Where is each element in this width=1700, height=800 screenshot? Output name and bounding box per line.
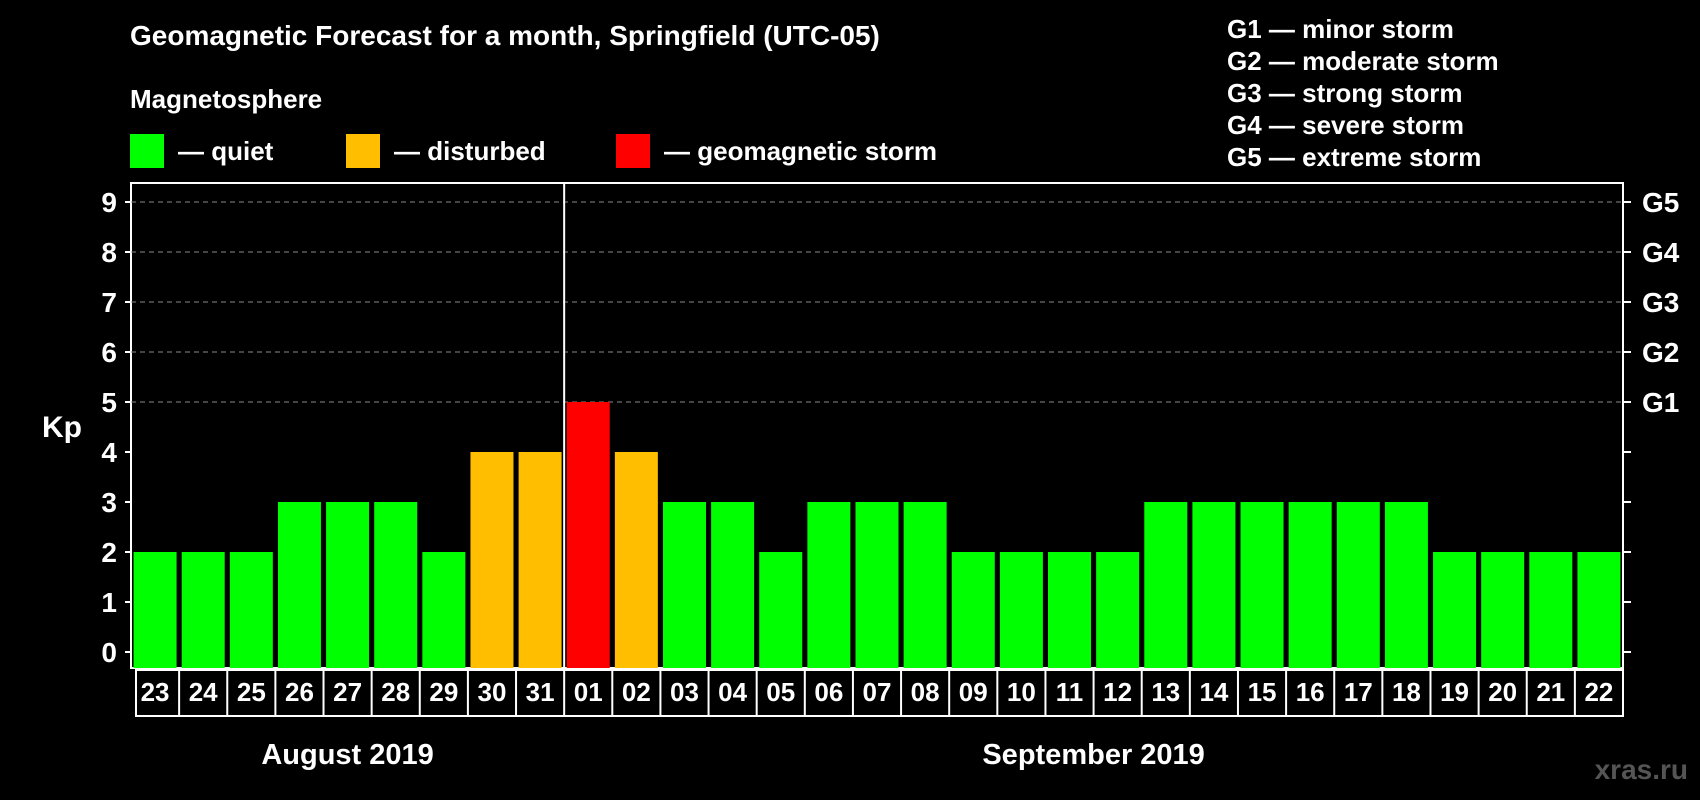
- date-row-frame: [135, 669, 1624, 717]
- bar: [951, 552, 995, 668]
- chart-title: Geomagnetic Forecast for a month, Spring…: [130, 20, 880, 51]
- bar: [566, 402, 610, 668]
- legend-storm: — geomagnetic storm: [616, 134, 937, 168]
- legend-storm-label: — geomagnetic storm: [664, 135, 938, 166]
- bar: [229, 552, 273, 668]
- legend-storm-swatch: [616, 134, 650, 168]
- date-label: 28: [381, 677, 410, 707]
- date-label: 24: [189, 677, 218, 707]
- bar: [518, 452, 562, 668]
- date-label: 02: [622, 677, 651, 707]
- date-label: 04: [718, 677, 747, 707]
- bar: [1384, 502, 1428, 668]
- g-axis-label: G3: [1642, 287, 1679, 318]
- storm-scale-g3: G3 — strong storm: [1227, 78, 1463, 108]
- bar: [1481, 552, 1525, 668]
- bar: [855, 502, 899, 668]
- bar: [807, 502, 851, 668]
- bar: [326, 502, 370, 668]
- date-label: 12: [1103, 677, 1132, 707]
- y-axis-title: Kp: [42, 411, 82, 444]
- legend-quiet-label: — quiet: [178, 135, 274, 166]
- date-label: 13: [1151, 677, 1180, 707]
- bar: [470, 452, 514, 668]
- date-label: 19: [1440, 677, 1469, 707]
- bar: [711, 502, 755, 668]
- bar: [903, 502, 947, 668]
- storm-scale-g2: G2 — moderate storm: [1227, 46, 1499, 76]
- y-tick-label: 7: [101, 287, 117, 318]
- y-tick-label: 0: [101, 637, 117, 668]
- bar: [1336, 502, 1380, 668]
- g-axis-label: G1: [1642, 387, 1679, 418]
- date-label: 31: [526, 677, 555, 707]
- date-label: 01: [574, 677, 603, 707]
- storm-scale-g1: G1 — minor storm: [1227, 14, 1454, 44]
- bar: [1096, 552, 1140, 668]
- date-label: 10: [1007, 677, 1036, 707]
- date-label: 16: [1296, 677, 1325, 707]
- date-label: 17: [1344, 677, 1373, 707]
- magnetosphere-heading: Magnetosphere: [130, 84, 323, 114]
- date-label: 27: [333, 677, 362, 707]
- bar: [614, 452, 658, 668]
- date-label: 25: [237, 677, 266, 707]
- date-label: 03: [670, 677, 699, 707]
- y-tick-label: 9: [101, 187, 117, 218]
- date-label: 07: [863, 677, 892, 707]
- y-tick-label: 1: [101, 587, 117, 618]
- date-label: 15: [1248, 677, 1277, 707]
- y-tick-label: 2: [101, 537, 117, 568]
- date-label: 22: [1584, 677, 1613, 707]
- date-label: 21: [1536, 677, 1565, 707]
- watermark: xras.ru: [1594, 754, 1688, 785]
- legend-disturbed-swatch: [346, 134, 380, 168]
- g-axis-label: G5: [1642, 187, 1679, 218]
- date-label: 29: [429, 677, 458, 707]
- date-label: 05: [766, 677, 795, 707]
- bar: [759, 552, 803, 668]
- date-label: 23: [141, 677, 170, 707]
- bar: [133, 552, 177, 668]
- y-tick-label: 3: [101, 487, 117, 518]
- y-tick-label: 4: [101, 437, 117, 468]
- y-tick-label: 5: [101, 387, 117, 418]
- date-label: 20: [1488, 677, 1517, 707]
- date-label: 14: [1199, 677, 1228, 707]
- bar: [1577, 552, 1621, 668]
- bar: [374, 502, 418, 668]
- bar: [277, 502, 321, 668]
- month-label: August 2019: [261, 739, 433, 771]
- bar: [1433, 552, 1477, 668]
- bar: [422, 552, 466, 668]
- date-label: 09: [959, 677, 988, 707]
- bar: [662, 502, 706, 668]
- legend-disturbed-label: — disturbed: [394, 135, 546, 166]
- bar: [1529, 552, 1573, 668]
- date-label: 30: [478, 677, 507, 707]
- bar: [1288, 502, 1332, 668]
- storm-scale-g5: G5 — extreme storm: [1227, 142, 1482, 172]
- g-axis-label: G2: [1642, 337, 1679, 368]
- date-label: 18: [1392, 677, 1421, 707]
- bar: [1192, 502, 1236, 668]
- bar: [1048, 552, 1092, 668]
- bar: [1240, 502, 1284, 668]
- storm-scale-g4: G4 — severe storm: [1227, 110, 1465, 140]
- y-tick-label: 8: [101, 237, 117, 268]
- legend-disturbed: — disturbed: [346, 134, 546, 168]
- month-label: September 2019: [982, 739, 1204, 771]
- legend-quiet-swatch: [130, 134, 164, 168]
- g-axis-label: G4: [1642, 237, 1680, 268]
- date-label: 11: [1056, 677, 1084, 707]
- bar: [181, 552, 225, 668]
- date-label: 06: [814, 677, 843, 707]
- date-label: 08: [911, 677, 940, 707]
- date-label: 26: [285, 677, 314, 707]
- bar: [1144, 502, 1188, 668]
- y-tick-label: 6: [101, 337, 117, 368]
- bar: [999, 552, 1043, 668]
- legend-quiet: — quiet: [130, 134, 273, 168]
